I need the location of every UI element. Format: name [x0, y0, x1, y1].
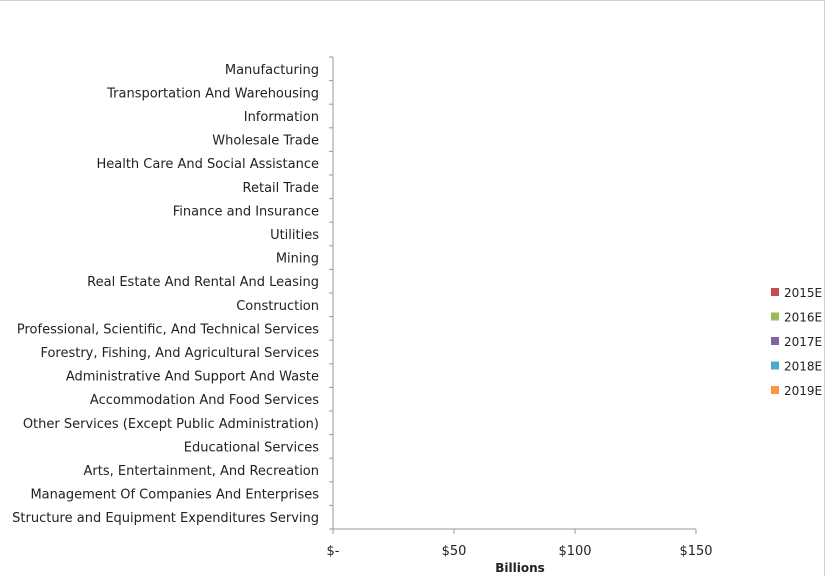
- legend-label: 2019E: [784, 384, 822, 398]
- legend-swatch: [771, 312, 779, 321]
- category-label: Arts, Entertainment, And Recreation: [84, 464, 319, 479]
- category-label: Finance and Insurance: [173, 204, 319, 219]
- legend-label: 2018E: [784, 360, 822, 374]
- category-label: Information: [244, 110, 319, 125]
- category-label: Administrative And Support And Waste: [66, 370, 319, 385]
- y-axis: Manufacturing Transportation And Warehous…: [12, 56, 334, 530]
- x-axis: $- $50 $100 $150: [327, 528, 713, 559]
- category-label: Other Services (Except Public Administra…: [23, 417, 319, 432]
- x-tick-label: $150: [679, 544, 712, 559]
- legend-label: 2017E: [784, 335, 822, 349]
- legend: 2015E 2016E 2017E 2018E 2019E: [771, 286, 822, 398]
- category-label: Manufacturing: [225, 63, 319, 78]
- category-label: Utilities: [270, 228, 319, 243]
- x-tick-label: $100: [558, 544, 591, 559]
- category-label: Educational Services: [184, 440, 319, 455]
- legend-label: 2016E: [784, 311, 822, 325]
- category-label: Professional, Scientific, And Technical …: [17, 322, 319, 337]
- category-label: Management Of Companies And Enterprises: [30, 488, 319, 503]
- x-tick-label: $-: [327, 544, 340, 559]
- legend-swatch: [771, 337, 779, 345]
- category-label: Retail Trade: [243, 181, 319, 196]
- category-label: Wholesale Trade: [212, 134, 319, 149]
- legend-swatch: [771, 288, 779, 296]
- x-axis-title: Billions: [495, 561, 545, 575]
- category-label: Construction: [236, 299, 319, 314]
- legend-label: 2015E: [784, 286, 822, 300]
- legend-swatch: [771, 361, 779, 370]
- legend-swatch: [771, 386, 779, 394]
- category-label: Structure and Equipment Expenditures Ser…: [12, 511, 319, 526]
- category-label: Forestry, Fishing, And Agricultural Serv…: [40, 346, 319, 361]
- category-label: Accommodation And Food Services: [90, 393, 319, 408]
- category-label: Health Care And Social Assistance: [96, 157, 319, 172]
- x-tick-label: $50: [442, 544, 467, 559]
- category-label: Real Estate And Rental And Leasing: [87, 275, 319, 290]
- category-label: Mining: [276, 252, 319, 267]
- category-label: Transportation And Warehousing: [106, 86, 319, 101]
